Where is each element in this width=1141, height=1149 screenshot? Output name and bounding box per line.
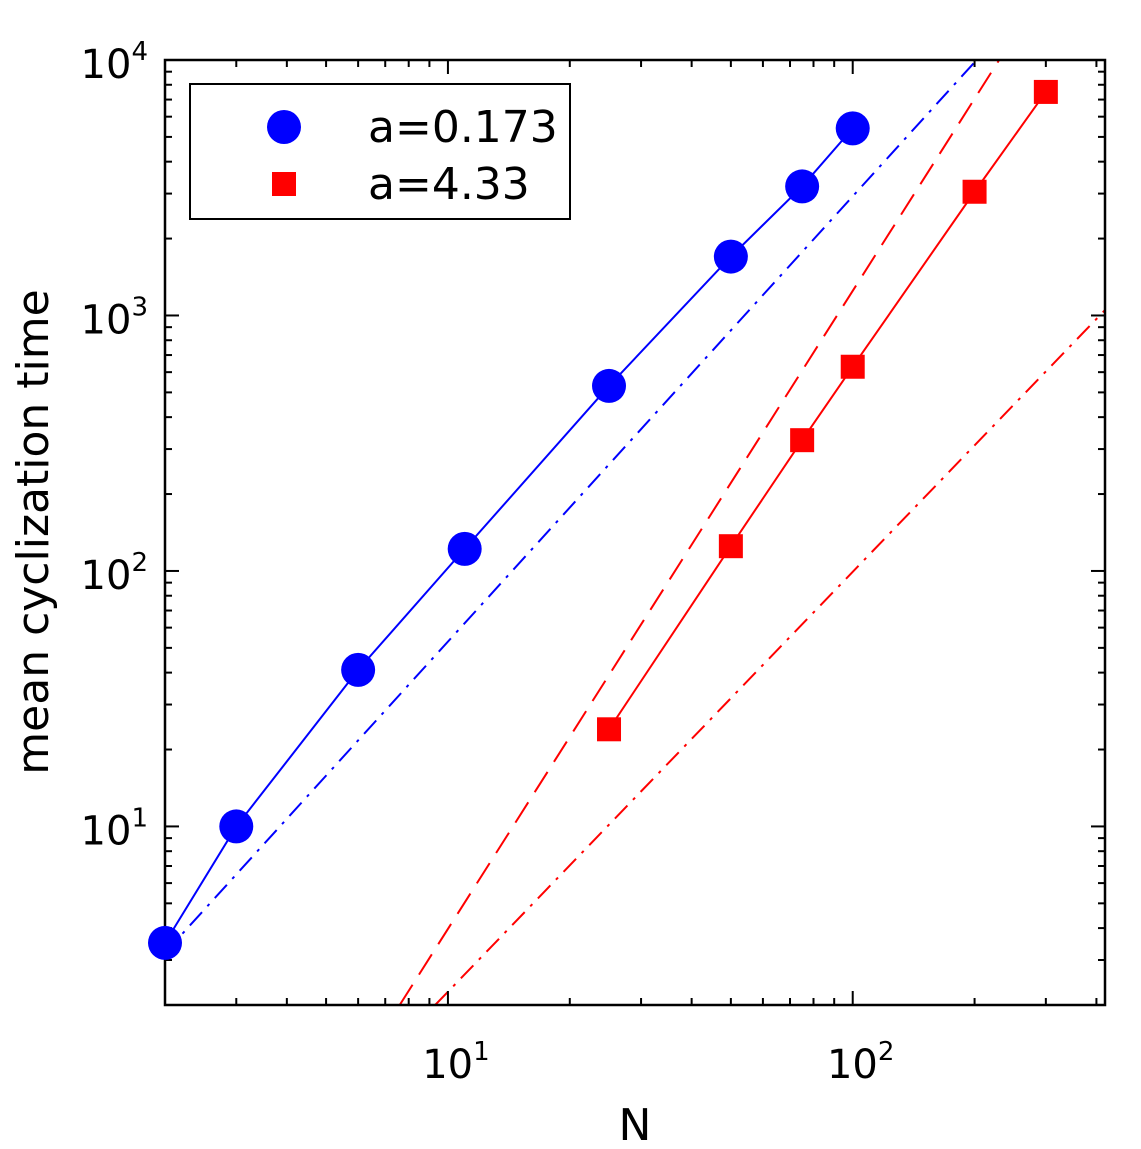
data-point-series-2 <box>962 179 987 204</box>
data-point-series-1 <box>785 169 820 204</box>
data-point-series-2 <box>597 717 622 742</box>
data-point-series-1 <box>447 531 482 566</box>
x-tick-labels: 101 102 <box>422 1037 894 1088</box>
legend-frame <box>189 83 571 220</box>
legend-marker-circle <box>267 110 301 144</box>
data-point-series-1 <box>592 368 627 403</box>
y-tick-label: 103 <box>81 292 148 343</box>
data-point-series-1 <box>835 111 870 146</box>
data-point-series-1 <box>341 652 376 687</box>
data-point-series-2 <box>790 428 815 453</box>
legend-marker-square <box>272 172 296 196</box>
legend-label-series-1: a=0.173 <box>368 102 558 153</box>
data-point-series-2 <box>840 354 865 379</box>
reference-line-1 <box>165 61 976 954</box>
y-tick-label: 104 <box>81 37 148 88</box>
y-tick-label: 102 <box>81 548 148 599</box>
data-point-series-1 <box>148 925 182 960</box>
x-tick-label: 102 <box>827 1037 894 1088</box>
x-axis-label: N <box>619 1100 652 1149</box>
legend-label-series-2: a=4.33 <box>368 159 530 210</box>
reference-lines <box>165 60 1105 1005</box>
data-point-series-1 <box>713 239 748 274</box>
legend: a=0.173 a=4.33 <box>189 83 571 220</box>
reference-line-3 <box>434 309 1105 1005</box>
series-line-2 <box>608 91 1047 730</box>
reference-line-2 <box>398 60 1000 1005</box>
data-point-series-1 <box>219 809 254 844</box>
data-point-series-2 <box>1033 79 1058 104</box>
series-line-1 <box>165 127 854 944</box>
y-tick-labels: 101 102 103 104 <box>81 37 148 854</box>
plot-frame <box>163 58 1107 1007</box>
y-axis-label: mean cyclization time <box>8 289 59 774</box>
y-tick-label: 101 <box>81 803 148 854</box>
data-point-series-2 <box>718 534 743 559</box>
series-markers <box>148 79 1058 960</box>
x-tick-label: 101 <box>422 1037 489 1088</box>
